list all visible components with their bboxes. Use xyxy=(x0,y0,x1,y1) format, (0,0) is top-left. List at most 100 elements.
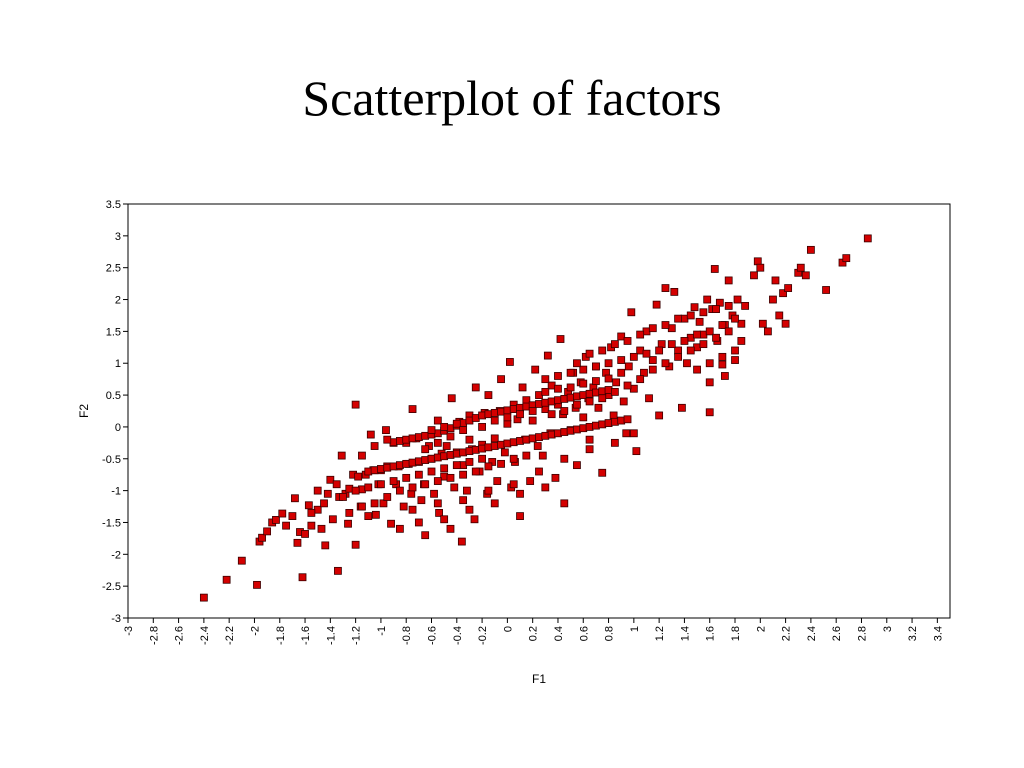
data-point xyxy=(683,359,691,368)
data-point xyxy=(609,411,618,420)
data-point xyxy=(253,580,261,589)
data-point xyxy=(648,356,657,364)
data-point xyxy=(737,337,746,345)
data-point xyxy=(720,372,729,380)
data-point xyxy=(592,377,600,385)
data-point xyxy=(414,470,423,479)
data-point xyxy=(433,438,442,447)
x-tick-label: -1.6 xyxy=(300,626,312,645)
x-tick-label: -0.8 xyxy=(401,626,413,645)
data-point xyxy=(724,327,733,336)
x-tick-label: 0 xyxy=(502,626,514,632)
data-point xyxy=(344,519,352,528)
y-tick-label: 0.5 xyxy=(106,390,121,402)
data-point xyxy=(345,509,354,517)
data-point xyxy=(370,499,379,508)
y-tick-label: -1 xyxy=(111,486,121,498)
x-tick-label: -0.4 xyxy=(452,626,464,645)
data-point xyxy=(298,573,307,582)
y-tick-label: 1.5 xyxy=(106,326,121,338)
data-point xyxy=(516,512,524,520)
data-point xyxy=(522,451,531,460)
plot-area xyxy=(127,203,951,619)
data-point xyxy=(756,263,765,272)
data-point xyxy=(661,359,670,368)
data-point xyxy=(566,383,575,392)
data-point xyxy=(402,473,411,482)
data-point xyxy=(579,365,588,374)
data-point xyxy=(632,447,641,456)
data-point xyxy=(610,438,619,447)
data-point xyxy=(528,416,537,425)
data-point xyxy=(533,442,542,450)
y-tick-label: -0.5 xyxy=(102,454,121,466)
data-point xyxy=(317,524,326,533)
data-point xyxy=(497,375,505,384)
data-point xyxy=(642,349,651,358)
data-point xyxy=(753,257,762,266)
data-point xyxy=(705,359,714,368)
data-point xyxy=(693,365,701,374)
data-point xyxy=(421,480,430,489)
data-point xyxy=(718,352,727,361)
data-point xyxy=(395,486,404,495)
data-point xyxy=(459,470,468,479)
data-point xyxy=(617,368,626,377)
data-point xyxy=(497,459,505,468)
data-point xyxy=(509,480,518,489)
data-point xyxy=(354,472,363,481)
data-point xyxy=(326,475,335,484)
data-point xyxy=(433,499,442,508)
x-tick-label: 1.6 xyxy=(705,626,717,641)
data-point xyxy=(674,314,683,323)
data-point xyxy=(304,501,313,510)
data-point xyxy=(358,502,366,511)
data-point xyxy=(758,319,767,328)
x-tick-label: -0.6 xyxy=(427,626,439,645)
data-point xyxy=(604,359,613,368)
data-point xyxy=(724,276,733,285)
data-point xyxy=(538,451,547,460)
data-point xyxy=(629,429,638,438)
data-point xyxy=(661,321,670,329)
data-point xyxy=(541,375,550,384)
data-point xyxy=(528,407,537,415)
data-point xyxy=(503,413,512,422)
y-tick-label: 3.5 xyxy=(106,199,121,211)
data-point xyxy=(433,477,442,485)
data-point xyxy=(863,234,872,243)
x-tick-label: 2 xyxy=(755,626,767,632)
data-point xyxy=(652,300,661,309)
data-point xyxy=(781,319,790,328)
data-point xyxy=(623,415,632,424)
data-point xyxy=(670,287,679,296)
data-point xyxy=(509,454,518,463)
data-point xyxy=(645,394,653,403)
data-point xyxy=(674,352,683,361)
data-point xyxy=(737,319,746,328)
data-point xyxy=(371,510,380,519)
data-point xyxy=(710,265,719,273)
data-point xyxy=(667,340,676,349)
data-point xyxy=(427,426,436,435)
data-point xyxy=(806,245,815,254)
data-point xyxy=(657,340,666,349)
data-point xyxy=(470,515,479,524)
data-point xyxy=(258,533,266,542)
data-point xyxy=(779,289,787,298)
data-point xyxy=(636,375,645,384)
data-point xyxy=(741,302,750,310)
data-point xyxy=(364,512,373,520)
data-point xyxy=(556,335,565,343)
data-point xyxy=(301,530,309,538)
data-point xyxy=(459,496,468,505)
data-point xyxy=(421,445,430,454)
data-point xyxy=(731,314,739,323)
data-point xyxy=(387,519,395,528)
x-tick-label: -2.2 xyxy=(224,626,236,645)
x-tick-label: -3 xyxy=(123,626,135,636)
data-point xyxy=(459,426,468,435)
y-tick-label: -3 xyxy=(111,613,121,625)
data-point xyxy=(604,374,613,383)
data-point xyxy=(478,454,486,463)
